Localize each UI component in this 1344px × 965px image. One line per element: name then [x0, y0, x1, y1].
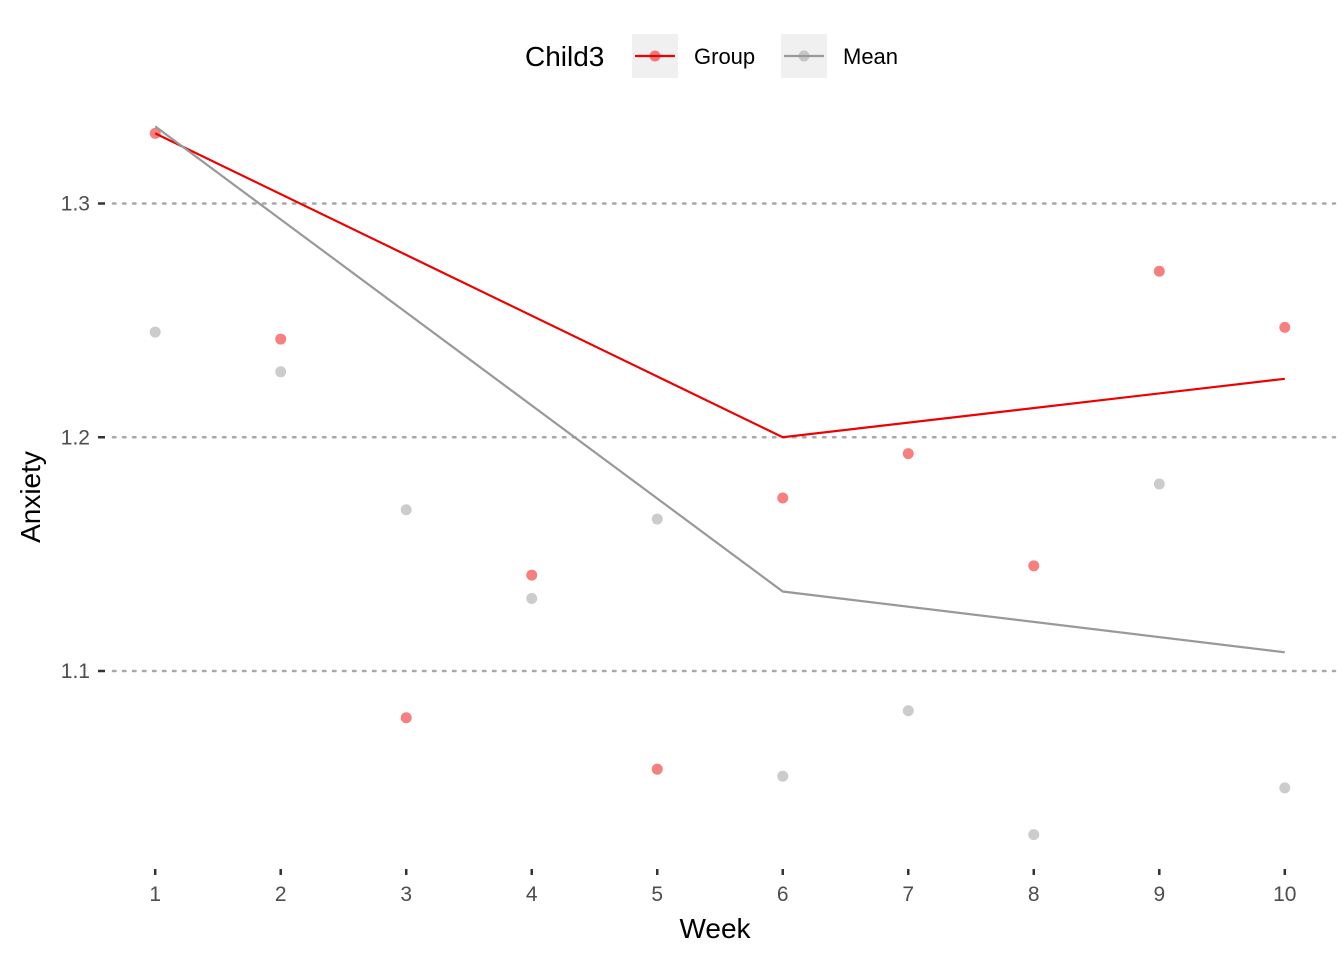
- mean-point: [1028, 829, 1040, 841]
- mean-line: [154, 125, 1285, 654]
- legend-label-group: Group: [694, 44, 755, 69]
- group-point: [651, 763, 663, 775]
- x-tick-label: 7: [902, 883, 914, 906]
- mean-point: [651, 513, 663, 525]
- mean-point: [902, 705, 914, 717]
- group-point: [400, 712, 412, 724]
- axis-layer: 1.1 1.2 1.3 1 2 3 4 5 6 7 8 9 10: [61, 193, 1297, 907]
- y-tick-label: 1.3: [61, 193, 90, 216]
- group-point: [902, 448, 914, 460]
- x-tick-label: 8: [1028, 883, 1040, 906]
- series-layer: [149, 125, 1291, 841]
- legend-label-mean: Mean: [843, 44, 898, 69]
- group-line: [154, 132, 1285, 439]
- group-point: [777, 492, 789, 504]
- x-tick-label: 2: [275, 883, 287, 906]
- y-tick-label: 1.1: [61, 660, 90, 683]
- x-tick-label: 5: [651, 883, 663, 906]
- mean-point: [526, 593, 538, 605]
- x-tick-label: 1: [149, 883, 161, 906]
- mean-point: [1279, 782, 1291, 794]
- group-point: [1279, 321, 1291, 333]
- y-axis-title: Anxiety: [15, 451, 46, 543]
- x-axis-title: Week: [679, 913, 751, 944]
- x-tick-label: 9: [1153, 883, 1165, 906]
- mean-point: [777, 770, 789, 782]
- legend: Child3 Group Mean: [525, 34, 898, 78]
- grid-layer: [111, 202, 1337, 673]
- legend-title: Child3: [525, 41, 604, 72]
- x-tick-label: 10: [1273, 883, 1296, 906]
- x-tick-label: 6: [777, 883, 789, 906]
- y-tick-label: 1.2: [61, 426, 90, 449]
- group-point: [1153, 265, 1165, 277]
- group-point: [526, 569, 538, 581]
- mean-point: [400, 504, 412, 516]
- mean-point: [1153, 478, 1165, 490]
- group-point: [1028, 560, 1040, 572]
- x-tick-label: 3: [400, 883, 412, 906]
- mean-point: [149, 326, 161, 338]
- x-tick-label: 4: [526, 883, 538, 906]
- legend-point-group: [649, 50, 661, 62]
- mean-point: [275, 366, 287, 378]
- legend-point-mean: [798, 50, 810, 62]
- group-point: [275, 333, 287, 345]
